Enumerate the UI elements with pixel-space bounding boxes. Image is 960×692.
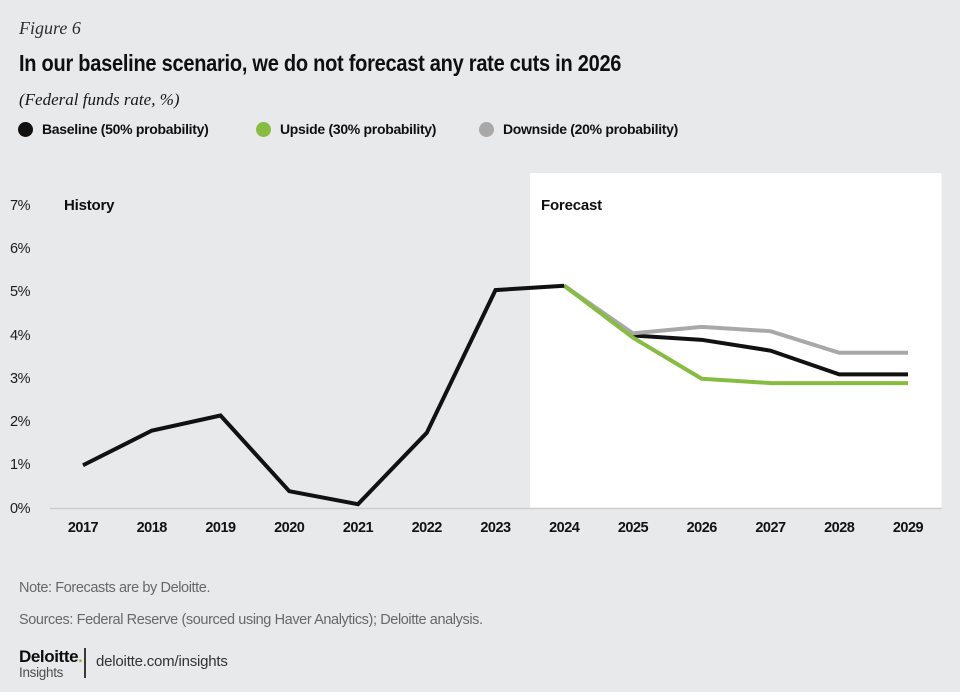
chart-subtitle: (Federal funds rate, %) (19, 90, 180, 109)
brand-sub: Insights (19, 665, 64, 680)
x-tick-label: 2022 (411, 520, 443, 536)
forecast-region (530, 173, 942, 509)
legend-item-upside: Upside (30% probability) (256, 119, 436, 139)
x-tick-label: 2018 (136, 520, 168, 536)
legend-label-baseline: Baseline (50% probability) (42, 121, 209, 137)
chart-title: In our baseline scenario, we do not fore… (19, 50, 622, 76)
footer: Deloitte. Insights deloitte.com/insights (0, 644, 960, 692)
y-tick-label: 5% (10, 284, 30, 301)
y-tick-label: 1% (10, 457, 30, 474)
x-tick-label: 2028 (824, 520, 855, 536)
upside-dot-icon (256, 121, 271, 137)
forecast-region-label: Forecast (541, 197, 602, 214)
history-region-label: History (64, 197, 115, 214)
figure-label: Figure 6 (19, 18, 81, 38)
brand-text: Deloitte (19, 647, 79, 666)
y-tick-label: 0% (10, 500, 30, 517)
x-tick-label: 2024 (549, 520, 580, 536)
x-tick-label: 2026 (686, 520, 718, 536)
legend-item-baseline: Baseline (50% probability) (18, 119, 209, 139)
baseline-dot-icon (18, 121, 33, 137)
x-tick-label: 2020 (274, 520, 305, 536)
footer-link[interactable]: deloitte.com/insights (96, 653, 228, 670)
x-tick-label: 2027 (755, 520, 786, 536)
y-tick-label: 7% (10, 197, 30, 214)
x-tick-label: 2017 (67, 520, 99, 536)
y-tick-label: 2% (10, 414, 30, 430)
x-tick-label: 2029 (892, 520, 924, 536)
legend: Baseline (50% probability) Upside (30% p… (0, 119, 960, 139)
deloitte-insights-logo: Deloitte. Insights (19, 647, 83, 680)
forecast-line-upside (563, 284, 908, 386)
y-tick-label: 4% (10, 327, 30, 344)
legend-label-downside: Downside (20% probability) (503, 121, 679, 137)
brand-name: Deloitte. (19, 647, 83, 666)
x-tick-label: 2025 (617, 520, 649, 536)
legend-item-downside: Downside (20% probability) (479, 119, 678, 139)
y-tick-label: 6% (10, 241, 30, 257)
x-tick-label: 2019 (205, 520, 236, 536)
x-tick-label: 2023 (480, 520, 511, 536)
history-line (82, 283, 565, 507)
footer-divider (84, 648, 86, 678)
chart-sources: Sources: Federal Reserve (sourced using … (19, 612, 483, 628)
legend-label-upside: Upside (30% probability) (280, 121, 437, 137)
downside-dot-icon (479, 121, 494, 137)
chart-note: Note: Forecasts are by Deloitte. (19, 580, 211, 596)
brand-green-dot: . (78, 647, 83, 666)
x-tick-label: 2021 (342, 520, 374, 536)
y-tick-label: 3% (10, 370, 30, 387)
forecast-line-downside (563, 284, 908, 355)
